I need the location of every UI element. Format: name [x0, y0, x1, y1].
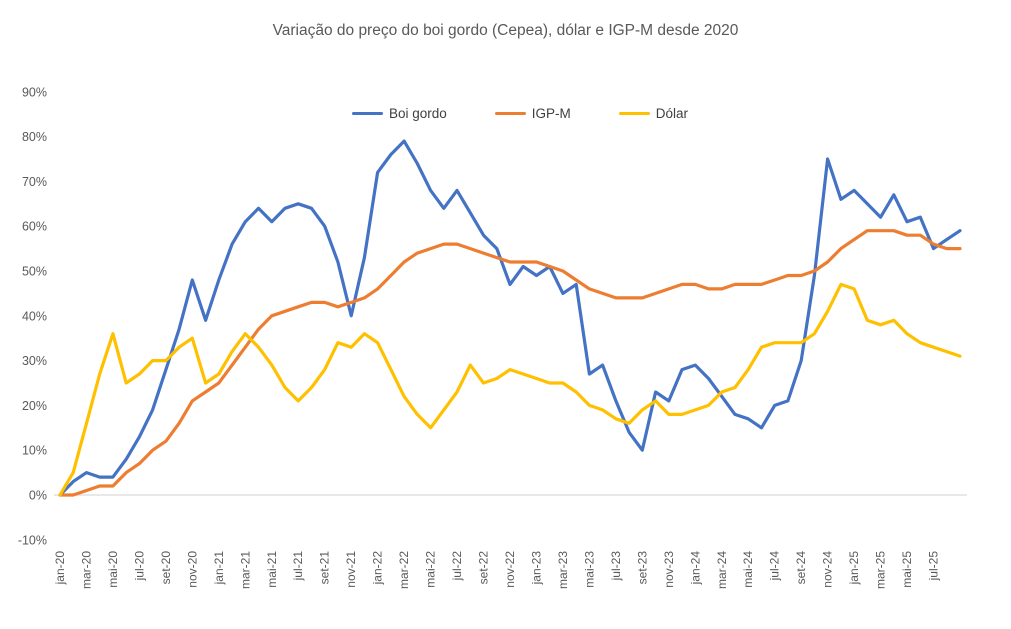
x-tick-label: nov-23: [662, 551, 676, 588]
x-tick-label: jan-24: [688, 551, 702, 586]
x-tick-label: set-24: [794, 551, 808, 585]
legend-label: Boi gordo: [388, 106, 447, 121]
chart-title: Variação do preço do boi gordo (Cepea), …: [272, 22, 739, 39]
x-tick-label: jul-22: [450, 551, 464, 582]
y-tick-label: 60%: [22, 220, 47, 234]
y-tick-label: 40%: [22, 309, 47, 323]
x-tick-label: jan-22: [371, 551, 385, 586]
x-tick-label: set-22: [477, 551, 491, 585]
legend-label: Dólar: [655, 106, 689, 121]
x-tick-label: jul-23: [609, 551, 623, 582]
x-tick-label: jul-25: [927, 551, 941, 582]
x-tick-label: mar-23: [556, 551, 570, 589]
x-tick-label: jan-20: [53, 551, 67, 586]
x-tick-label: mai-25: [900, 551, 914, 588]
x-tick-label: mar-25: [874, 551, 888, 589]
legend-item-boi-gordo[interactable]: Boi gordo: [351, 106, 447, 121]
x-tick-label: mai-22: [424, 551, 438, 588]
legend-line-marker-igpm: [494, 111, 526, 116]
x-tick-label: set-23: [635, 551, 649, 585]
x-tick-label: set-21: [318, 551, 332, 585]
x-tick-label: nov-20: [185, 551, 199, 588]
legend-line-marker-boi-gordo: [351, 111, 383, 116]
y-tick-label: 20%: [22, 399, 47, 413]
x-tick-label: set-20: [159, 551, 173, 585]
x-tick-label: mai-21: [265, 551, 279, 588]
x-tick-label: jan-25: [847, 551, 861, 586]
legend: Boi gordo IGP-M Dólar: [90, 106, 950, 121]
y-tick-label: 80%: [22, 130, 47, 144]
x-tick-label: jan-21: [212, 551, 226, 586]
series-line-d-lar: [58, 282, 962, 497]
x-tick-label: nov-21: [344, 551, 358, 588]
series-line-igp-m: [58, 229, 962, 497]
x-tick-label: jan-23: [530, 551, 544, 586]
y-tick-label: 90%: [22, 85, 47, 99]
x-tick-label: mar-20: [80, 551, 94, 589]
legend-label: IGP-M: [531, 106, 571, 121]
series-line-boi-gordo: [58, 139, 962, 497]
y-tick-label: 10%: [22, 444, 47, 458]
legend-item-dolar[interactable]: Dólar: [618, 106, 689, 121]
x-tick-label: mai-20: [106, 551, 120, 588]
x-tick-label: mar-21: [238, 551, 252, 589]
legend-item-igpm[interactable]: IGP-M: [494, 106, 571, 121]
y-tick-label: -10%: [18, 533, 47, 547]
y-tick-label: 30%: [22, 354, 47, 368]
x-tick-label: mai-24: [741, 551, 755, 588]
y-tick-label: 0%: [29, 489, 47, 503]
y-tick-label: 70%: [22, 175, 47, 189]
x-tick-label: nov-22: [503, 551, 517, 588]
x-tick-label: mar-22: [397, 551, 411, 589]
x-tick-label: mai-23: [582, 551, 596, 588]
y-tick-label: 50%: [22, 265, 47, 279]
legend-line-marker-dolar: [618, 111, 650, 116]
x-tick-label: nov-24: [821, 551, 835, 588]
x-tick-label: mar-24: [715, 551, 729, 589]
x-tick-label: jul-24: [768, 551, 782, 582]
x-tick-label: jul-21: [291, 551, 305, 582]
x-tick-label: jul-20: [132, 551, 146, 582]
